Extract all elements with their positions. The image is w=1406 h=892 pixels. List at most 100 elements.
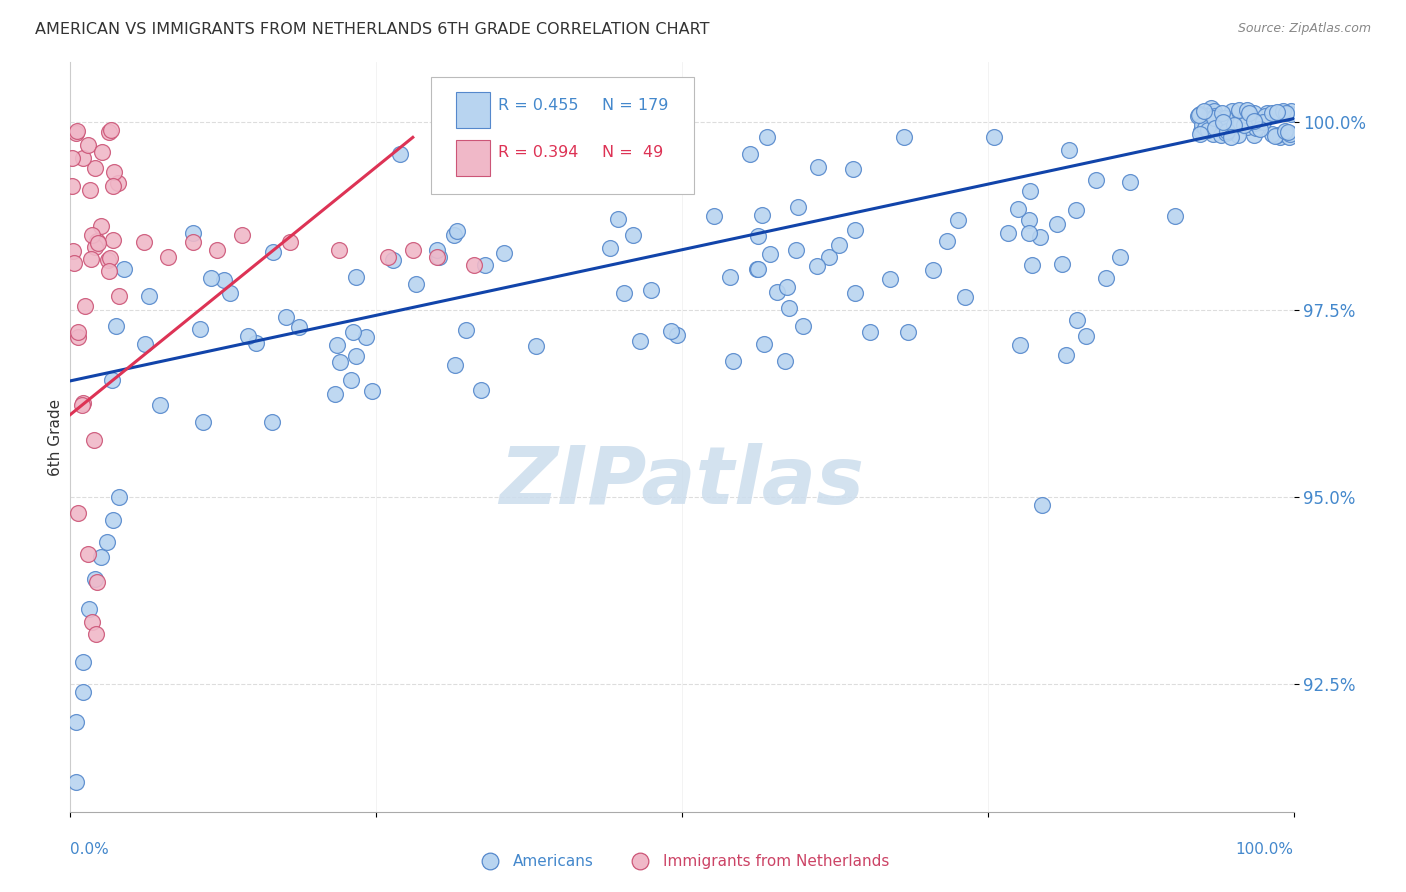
Point bbox=[1254, 109, 1277, 123]
Point bbox=[72, 655, 94, 669]
Point bbox=[83, 161, 105, 175]
Point bbox=[77, 138, 100, 153]
Point bbox=[1189, 124, 1212, 138]
Point bbox=[1243, 106, 1265, 120]
Point bbox=[90, 549, 112, 564]
Point bbox=[773, 353, 796, 368]
Point bbox=[1201, 114, 1223, 128]
Point bbox=[97, 125, 120, 139]
Point bbox=[1233, 118, 1256, 132]
Point bbox=[405, 277, 427, 291]
Point bbox=[1278, 126, 1301, 140]
Point bbox=[1215, 126, 1237, 140]
Point bbox=[377, 250, 399, 264]
Point bbox=[361, 384, 384, 398]
Point bbox=[80, 252, 103, 266]
Point bbox=[1084, 173, 1107, 187]
Point bbox=[922, 262, 945, 277]
Point bbox=[751, 208, 773, 222]
Point bbox=[647, 174, 669, 188]
Point bbox=[859, 325, 882, 339]
Point bbox=[474, 258, 496, 272]
Point bbox=[86, 574, 108, 589]
Point bbox=[1074, 328, 1097, 343]
Point bbox=[60, 152, 83, 166]
Point bbox=[342, 325, 364, 339]
Point bbox=[75, 299, 97, 313]
Point bbox=[806, 259, 828, 273]
Point bbox=[1265, 104, 1288, 119]
Point bbox=[77, 602, 100, 616]
Point bbox=[326, 337, 349, 351]
Point bbox=[67, 506, 90, 520]
Point bbox=[1226, 128, 1249, 143]
Point bbox=[1056, 347, 1078, 361]
Point bbox=[443, 228, 465, 243]
Point bbox=[1274, 123, 1296, 137]
Point bbox=[66, 123, 89, 137]
Point bbox=[344, 349, 367, 363]
Point bbox=[1244, 120, 1267, 135]
Point bbox=[1050, 257, 1073, 271]
Point bbox=[524, 339, 547, 353]
Point bbox=[1243, 113, 1265, 128]
Point bbox=[245, 336, 267, 351]
Point bbox=[388, 147, 411, 161]
Point bbox=[1187, 109, 1209, 123]
Point bbox=[1094, 270, 1116, 285]
Point bbox=[818, 250, 841, 264]
Point bbox=[181, 235, 204, 250]
Point bbox=[132, 235, 155, 250]
Point bbox=[745, 261, 768, 276]
Point bbox=[101, 512, 124, 526]
Point bbox=[1277, 125, 1299, 139]
Point bbox=[80, 615, 103, 630]
Point bbox=[62, 178, 84, 193]
Point bbox=[718, 269, 741, 284]
Point bbox=[287, 320, 309, 334]
Point bbox=[1007, 202, 1029, 217]
Point bbox=[842, 161, 865, 176]
Point bbox=[205, 243, 228, 257]
Point bbox=[463, 258, 485, 272]
Legend: Americans, Immigrants from Netherlands: Americans, Immigrants from Netherlands bbox=[468, 848, 896, 875]
Point bbox=[1277, 129, 1299, 144]
Point bbox=[344, 269, 367, 284]
Point bbox=[785, 243, 807, 257]
Point bbox=[238, 329, 260, 343]
Point bbox=[1236, 120, 1258, 135]
Point bbox=[67, 330, 90, 344]
Point bbox=[1164, 209, 1187, 223]
Point bbox=[426, 250, 449, 264]
Text: ZIPatlas: ZIPatlas bbox=[499, 443, 865, 521]
Point bbox=[97, 253, 120, 268]
Point bbox=[1202, 127, 1225, 141]
Point bbox=[1219, 130, 1241, 145]
Point bbox=[755, 130, 778, 145]
Point bbox=[1188, 108, 1211, 122]
Y-axis label: 6th Grade: 6th Grade bbox=[48, 399, 63, 475]
Point bbox=[188, 321, 211, 335]
Bar bbox=[456, 140, 489, 176]
Point bbox=[1270, 130, 1292, 145]
Point bbox=[101, 373, 124, 387]
Point bbox=[96, 535, 118, 549]
Text: R = 0.455: R = 0.455 bbox=[499, 97, 579, 112]
Point bbox=[219, 285, 242, 300]
Point bbox=[807, 160, 830, 174]
Point bbox=[606, 211, 628, 226]
Point bbox=[454, 323, 477, 337]
Point bbox=[112, 262, 135, 277]
Point bbox=[1227, 103, 1250, 118]
Point bbox=[65, 714, 87, 729]
Point bbox=[494, 246, 516, 260]
Bar bbox=[456, 93, 489, 128]
Point bbox=[621, 228, 644, 243]
Point bbox=[1119, 175, 1142, 189]
Point bbox=[703, 209, 725, 223]
Point bbox=[103, 165, 125, 179]
Point bbox=[983, 130, 1005, 145]
Point bbox=[1243, 114, 1265, 128]
Point bbox=[844, 223, 866, 237]
Point bbox=[1222, 118, 1244, 132]
